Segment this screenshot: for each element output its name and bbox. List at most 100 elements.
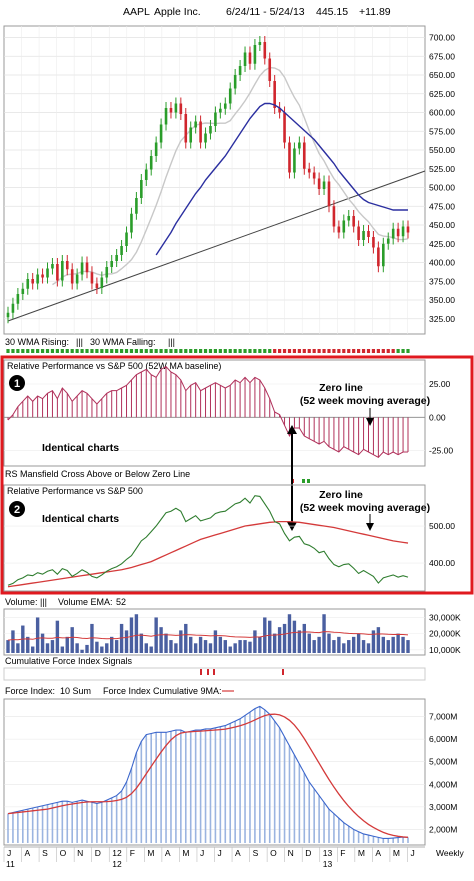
volume-bar — [203, 640, 208, 653]
x-axis-label: A — [165, 848, 171, 858]
price-candle-body — [21, 288, 25, 294]
price-ytick-label: 550.00 — [429, 145, 455, 155]
header-last: 445.15 — [316, 6, 348, 18]
x-axis-label: 13 — [323, 848, 333, 858]
wma-status-tick — [75, 349, 79, 353]
wma-status-tick — [253, 349, 257, 353]
price-candle-body — [352, 216, 355, 227]
price-candle-body — [100, 277, 104, 288]
price-candle-body — [11, 303, 15, 313]
price-candle-body — [46, 268, 49, 278]
volume-bar — [347, 640, 351, 653]
wma-status-tick — [36, 349, 40, 353]
volume-label: Volume: — [5, 597, 38, 607]
wma-status-tick — [347, 349, 351, 353]
volume-ytick-label: 10,000K — [429, 645, 461, 655]
price-candle-body — [386, 238, 390, 244]
volume-bar — [233, 643, 237, 653]
price-ytick-label: 425.00 — [429, 239, 455, 249]
wma-status-tick — [124, 349, 129, 353]
price-candle-body — [95, 283, 99, 288]
badge-2-icon — [9, 501, 25, 517]
arrow-up-icon — [287, 425, 297, 434]
price-candle-body — [307, 168, 311, 173]
price-candle-body — [90, 272, 94, 284]
price-ytick-label: 650.00 — [429, 70, 455, 80]
volume-bar — [297, 630, 302, 653]
volume-bar — [361, 640, 366, 653]
header-change: +11.89 — [359, 6, 391, 18]
rp2-panel-title: Relative Performance vs S&P 500 — [7, 486, 143, 496]
x-axis-label: D — [95, 848, 101, 858]
rp2-line — [7, 495, 409, 586]
force-ytick-label: 4,000M — [429, 779, 457, 789]
volume-bar — [55, 620, 60, 653]
volume-bar — [100, 646, 104, 653]
price-candle-body — [293, 148, 296, 173]
arrow-down-icon — [287, 522, 297, 531]
force-ytick-label: 2,000M — [429, 824, 457, 834]
price-candle-body — [51, 264, 54, 269]
volume-bar — [248, 641, 252, 653]
wma-status-tick — [332, 349, 336, 353]
volume-ema-value: 52 — [116, 597, 126, 607]
price-candle-body — [194, 121, 197, 128]
price-ytick-label: 500.00 — [429, 183, 455, 193]
volume-bar — [263, 617, 267, 653]
wma-status-tick — [55, 349, 59, 353]
price-ytick-label: 350.00 — [429, 295, 455, 305]
header-name: Apple Inc. — [154, 6, 201, 18]
volume-bar — [401, 636, 405, 653]
volume-bar — [179, 630, 183, 653]
price-candle-body — [149, 156, 153, 170]
wma-status-tick — [248, 349, 252, 353]
volume-bar — [332, 640, 336, 653]
price-candle-body — [144, 169, 148, 180]
price-candle-body — [228, 88, 232, 104]
mansfield-signal-green-1 — [302, 479, 305, 483]
volume-bar — [406, 640, 410, 653]
price-candle-body — [70, 269, 74, 284]
price-candle-body — [125, 232, 128, 246]
price-candle-body — [6, 312, 10, 318]
wma-status-tick — [70, 349, 74, 353]
cfi-signal-4 — [282, 669, 284, 675]
rp-ytick-label: 25.00 — [429, 379, 451, 389]
price-ytick-label: 700.00 — [429, 33, 455, 43]
price-ytick-label: 325.00 — [429, 314, 455, 324]
price-candle-body — [327, 181, 331, 207]
price-candle-body — [298, 142, 301, 149]
volume-bar — [208, 643, 213, 653]
wma-status-tick — [65, 349, 69, 353]
x-axis-label: M — [147, 848, 154, 858]
price-candle-body — [238, 66, 242, 75]
price-candle-body — [391, 228, 395, 239]
price-candle-body — [159, 124, 163, 143]
volume-bar — [75, 643, 79, 653]
wma-status-tick — [312, 349, 316, 353]
price-ytick-label: 400.00 — [429, 258, 455, 268]
rp2-panel-frame — [3, 484, 426, 592]
volume-bar — [376, 627, 381, 653]
x-axis-label: J — [410, 848, 414, 858]
volume-bar — [302, 623, 306, 653]
wma-status-tick — [307, 349, 311, 353]
volume-bar — [50, 640, 55, 653]
price-candle-body — [174, 103, 178, 113]
wma-status-tick — [85, 349, 89, 353]
wma-status-tick — [357, 349, 361, 353]
x-axis-label: N — [288, 848, 294, 858]
volume-bar — [119, 623, 124, 653]
x-axis-year-label: 11 — [6, 859, 15, 869]
price-candle-body — [135, 198, 138, 214]
volume-bar — [40, 633, 45, 653]
volume-bar — [282, 623, 287, 653]
wma30-line — [155, 102, 408, 256]
price-candle-body — [214, 112, 217, 126]
price-candle-body — [317, 178, 321, 189]
cfi-signal-1 — [200, 669, 202, 675]
force-index-line — [7, 705, 409, 840]
volume-bar — [238, 640, 242, 653]
volume-bar — [11, 630, 15, 653]
volume-bar — [189, 636, 193, 653]
